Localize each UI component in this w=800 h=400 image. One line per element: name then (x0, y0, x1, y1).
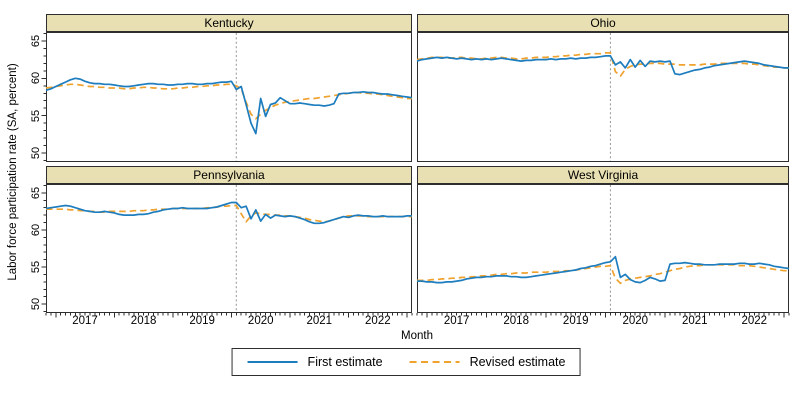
y-tick-label: 50 (30, 297, 42, 311)
panel-header-west-virginia: West Virginia (417, 166, 789, 184)
plot-svg-ohio (416, 32, 789, 162)
panel-plot-pennsylvania (41, 184, 413, 318)
x-tick-label: 2021 (681, 315, 708, 327)
first-estimate-line (416, 55, 789, 76)
legend-label-first-estimate: First estimate (307, 355, 383, 369)
plot-frame (417, 32, 789, 162)
legend-label-revised-estimate: Revised estimate (469, 355, 566, 369)
first-estimate-line (45, 77, 413, 135)
revised-estimate-line (417, 263, 789, 285)
x-axis-title: Month (401, 330, 433, 342)
panel-plot-kentucky (41, 32, 413, 162)
x-tick-label: 2021 (306, 315, 333, 327)
x-tick-label: 2020 (622, 315, 649, 327)
plot-frame (46, 184, 412, 313)
revised-estimate-line-swatch (409, 356, 461, 368)
x-tick-label: 2018 (130, 315, 157, 327)
x-tick-label: 2020 (247, 315, 274, 327)
y-tick-label: 55 (30, 109, 42, 122)
legend-item-first-estimate: First estimate (247, 355, 383, 369)
plot-svg-kentucky (41, 32, 413, 162)
legend-box: First estimate Revised estimate (231, 348, 581, 376)
panel-plot-west-virginia (416, 184, 790, 318)
x-tick-label: 2017 (72, 315, 98, 327)
x-tick-label: 2018 (503, 315, 529, 327)
first-estimate-line (417, 255, 790, 284)
axis-ticks (41, 184, 413, 318)
x-tick-label: 2022 (365, 315, 391, 327)
y-tick-label: 55 (30, 260, 42, 274)
revised-estimate-line (46, 204, 412, 223)
x-tick-label: 2022 (741, 315, 768, 327)
y-tick-label: 50 (30, 146, 42, 160)
y-tick-label: 65 (30, 34, 42, 48)
panel-header-kentucky: Kentucky (46, 14, 412, 32)
legend-item-revised-estimate: Revised estimate (409, 355, 566, 369)
axis-ticks (41, 32, 46, 162)
first-estimate-line (45, 201, 412, 225)
plot-svg-west-virginia (416, 184, 790, 318)
x-tick-label: 2019 (189, 315, 215, 327)
x-tick-label: 2019 (562, 315, 589, 327)
plot-frame (417, 184, 789, 313)
plot-frame (46, 32, 412, 162)
y-axis-title: Labor force participation rate (SA, perc… (7, 63, 19, 281)
revised-estimate-line (45, 83, 412, 120)
first-estimate-line-swatch (247, 356, 299, 368)
y-tick-label: 65 (30, 186, 42, 200)
y-tick-label: 60 (30, 72, 42, 85)
axis-ticks (416, 313, 790, 318)
x-tick-label: 2017 (443, 315, 470, 327)
y-tick-label: 60 (30, 223, 42, 237)
panel-header-pennsylvania: Pennsylvania (46, 166, 412, 184)
panel-header-ohio: Ohio (417, 14, 789, 32)
plot-svg-pennsylvania (41, 184, 413, 318)
panel-plot-ohio (416, 32, 789, 162)
